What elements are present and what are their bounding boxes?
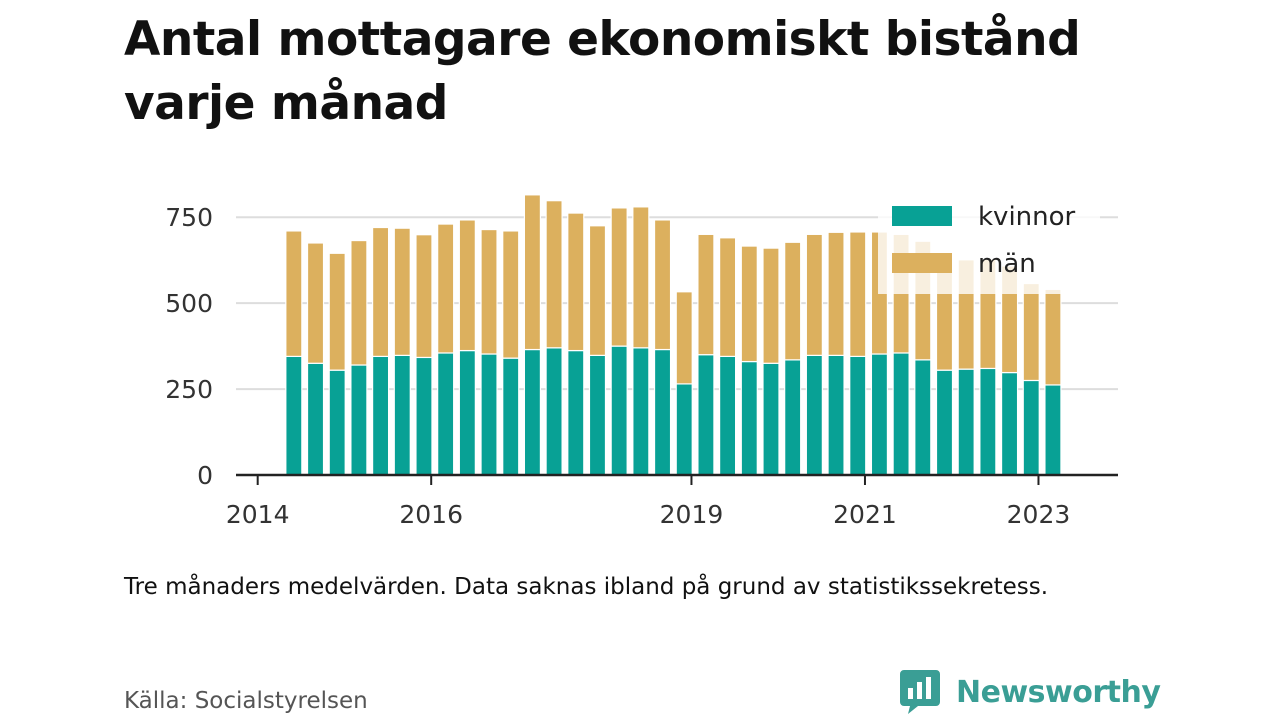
- bar-kvinnor: [371, 355, 390, 476]
- legend-label: kvinnor: [978, 202, 1076, 232]
- bar-kvinnor: [892, 352, 910, 476]
- bar-man: [415, 234, 433, 359]
- legend-label: män: [978, 249, 1036, 279]
- bar-kvinnor: [523, 348, 542, 476]
- bar-kvinnor: [762, 362, 780, 476]
- legend: kvinnor män: [878, 196, 1100, 294]
- chart-note: Tre månaders medelvärden. Data saknas ib…: [124, 574, 1049, 600]
- bar-kvinnor: [415, 356, 433, 476]
- bar-man: [393, 227, 411, 356]
- bar-kvinnor: [545, 347, 563, 476]
- bar-kvinnor: [957, 368, 975, 476]
- bar-kvinnor: [588, 354, 607, 476]
- source-label: Källa: Socialstyrelsen: [124, 688, 368, 714]
- bar-man: [567, 212, 585, 352]
- bar-kvinnor: [458, 349, 476, 476]
- bar-kvinnor: [740, 360, 758, 476]
- bar-kvinnor: [632, 347, 650, 476]
- bar-man: [784, 241, 802, 361]
- bar-chart: kvinnor män 0 250 500 750 2014 2016 2019 2021 202…: [165, 194, 1118, 529]
- bar-kvinnor: [350, 364, 368, 476]
- bar-kvinnor: [870, 353, 889, 476]
- brand-name: Newsworthy: [956, 674, 1161, 710]
- bar-man: [697, 233, 715, 356]
- bar-kvinnor: [697, 354, 715, 476]
- bar-man: [480, 228, 498, 355]
- bar-kvinnor: [914, 359, 932, 476]
- bar-man: [588, 225, 607, 356]
- bar-kvinnor: [306, 362, 325, 476]
- bar-kvinnor: [653, 348, 672, 476]
- bar-man: [719, 237, 737, 358]
- brand-logo: Newsworthy: [900, 670, 1161, 714]
- bar-kvinnor: [480, 353, 498, 476]
- bar-kvinnor: [719, 355, 737, 476]
- bar-kvinnor: [437, 352, 455, 476]
- bar-man: [1044, 288, 1062, 386]
- bar-man: [523, 194, 542, 351]
- bar-man: [805, 233, 823, 356]
- bar-man: [306, 242, 325, 364]
- bar-man: [371, 226, 390, 358]
- y-tick-label: 250: [165, 375, 213, 404]
- bar-man: [653, 219, 672, 351]
- bar-man: [675, 291, 693, 385]
- bar-man: [827, 231, 845, 356]
- bar-kvinnor: [567, 349, 585, 476]
- y-tick-label: 750: [165, 203, 213, 232]
- y-tick-label: 500: [165, 289, 213, 318]
- bar-kvinnor: [849, 355, 867, 476]
- legend-swatch: [892, 206, 952, 226]
- bar-man: [502, 230, 520, 359]
- bar-kvinnor: [805, 354, 823, 476]
- bar-man: [740, 245, 758, 363]
- bar-kvinnor: [1044, 384, 1062, 476]
- bar-kvinnor: [1022, 379, 1040, 476]
- bar-man: [350, 239, 368, 366]
- x-tick-label: 2021: [833, 500, 897, 529]
- bar-man: [849, 231, 867, 358]
- axes: 0 250 500 750 2014 2016 2019 2021 2023: [165, 203, 1118, 529]
- chart-title: Antal mottagare ekonomiskt bistånd varje…: [124, 12, 1081, 131]
- bar-kvinnor: [784, 359, 802, 476]
- bar-man: [285, 230, 303, 358]
- bar-kvinnor: [502, 357, 520, 476]
- x-tick-label: 2016: [399, 500, 463, 529]
- bar-kvinnor: [328, 369, 346, 476]
- newsworthy-icon: [900, 670, 940, 714]
- bar-man: [545, 200, 563, 349]
- x-tick-label: 2023: [1007, 500, 1071, 529]
- bar-man: [1022, 282, 1040, 382]
- bar-kvinnor: [285, 355, 303, 476]
- legend-swatch: [892, 253, 952, 273]
- bar-man: [437, 223, 455, 354]
- bar-kvinnor: [675, 383, 693, 476]
- bar-kvinnor: [979, 367, 997, 476]
- bar-man: [610, 207, 628, 347]
- bar-kvinnor: [827, 354, 845, 476]
- bar-kvinnor: [393, 354, 411, 476]
- bar-kvinnor: [1000, 371, 1019, 476]
- bar-kvinnor: [610, 345, 628, 476]
- x-tick-label: 2014: [226, 500, 290, 529]
- bar-man: [632, 206, 650, 349]
- bar-man: [328, 252, 346, 371]
- bar-man: [762, 247, 780, 364]
- bar-kvinnor: [935, 369, 954, 476]
- y-tick-label: 0: [197, 461, 213, 490]
- x-tick-label: 2019: [660, 500, 724, 529]
- bar-man: [458, 219, 476, 352]
